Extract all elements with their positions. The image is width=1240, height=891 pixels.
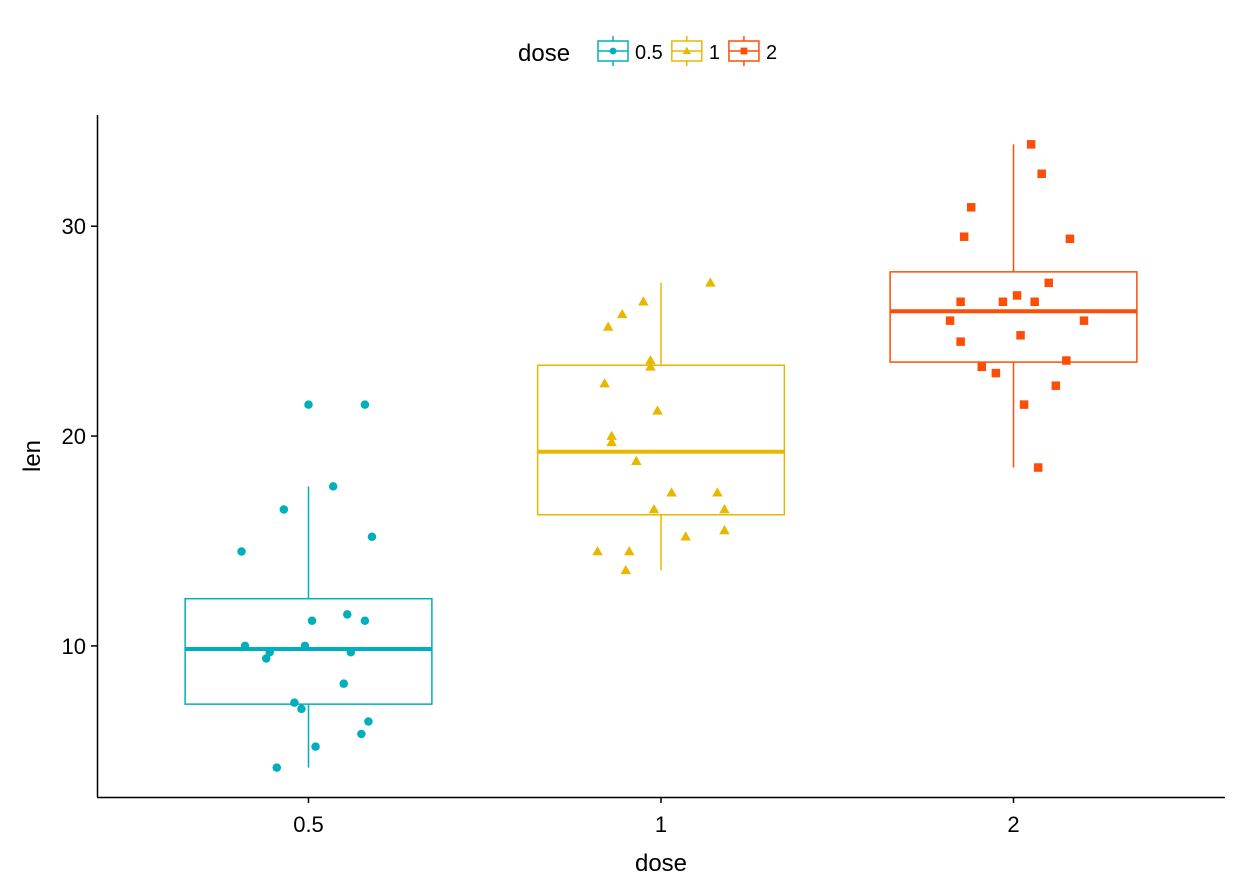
x-axis-ticks: 0.5 1 2 — [293, 797, 1020, 837]
box-group-0_5 — [184, 400, 433, 772]
data-point — [719, 524, 730, 535]
data-point — [367, 532, 377, 542]
data-point — [638, 296, 649, 306]
data-point — [666, 487, 677, 497]
data-point — [1016, 331, 1025, 340]
data-point — [265, 647, 274, 657]
data-point — [1065, 234, 1075, 244]
data-point — [328, 482, 338, 491]
legend: dose 0.5 1 2 — [518, 36, 777, 67]
data-point — [705, 277, 716, 287]
x-tick-label: 2 — [1007, 812, 1019, 837]
data-point — [1051, 381, 1061, 390]
data-point — [648, 504, 660, 514]
y-tick-label: 10 — [62, 634, 86, 659]
data-point — [599, 378, 610, 388]
legend-entry-2: 2 — [728, 36, 777, 66]
data-point — [261, 654, 271, 663]
x-tick-label: 1 — [655, 812, 667, 837]
y-tick-label: 30 — [62, 214, 86, 239]
data-point — [1062, 356, 1071, 365]
legend-key-marker — [682, 46, 692, 54]
data-point — [240, 641, 250, 651]
legend-key-marker — [740, 47, 748, 55]
box — [184, 597, 433, 705]
data-point — [237, 547, 246, 556]
y-tick-label: 20 — [62, 424, 86, 449]
data-point — [346, 647, 356, 657]
data-point — [602, 321, 614, 331]
data-point — [1033, 463, 1043, 472]
data-point — [956, 297, 965, 307]
data-point — [956, 337, 965, 346]
data-point — [272, 763, 282, 772]
legend-label: 2 — [766, 42, 777, 64]
data-point — [645, 361, 656, 371]
data-point — [977, 362, 987, 372]
data-point — [998, 297, 1008, 307]
legend-title: dose — [518, 40, 570, 67]
data-point — [300, 641, 310, 651]
data-point — [991, 368, 1001, 378]
data-point — [304, 400, 313, 409]
data-point — [719, 504, 730, 514]
data-point — [311, 742, 320, 751]
legend-entry-0_5: 0.5 — [597, 36, 663, 66]
data-point — [712, 487, 723, 497]
data-point — [1030, 297, 1039, 307]
box — [536, 364, 786, 516]
x-axis-label: dose — [635, 850, 687, 877]
data-point — [606, 436, 617, 447]
data-point — [297, 704, 306, 714]
data-point — [1079, 316, 1089, 325]
y-axis-ticks: 10 20 30 — [62, 214, 97, 659]
data-point — [307, 616, 317, 625]
plot-area — [184, 140, 1138, 772]
legend-key-marker — [609, 47, 617, 55]
data-point — [592, 545, 603, 556]
box-group-1 — [536, 277, 786, 575]
data-point — [959, 232, 969, 241]
data-point — [343, 610, 352, 619]
data-point — [360, 400, 370, 409]
data-point — [290, 698, 299, 707]
legend-label: 0.5 — [635, 42, 663, 64]
box — [889, 271, 1138, 363]
data-point — [680, 531, 691, 541]
data-point — [624, 545, 635, 556]
data-point — [606, 430, 617, 440]
legend-label: 1 — [709, 42, 720, 64]
box-group-2 — [889, 140, 1138, 472]
data-point — [279, 505, 289, 514]
data-point — [616, 308, 628, 319]
legend-entry-1: 1 — [671, 36, 720, 66]
data-point — [1044, 278, 1053, 288]
data-point — [1019, 400, 1029, 409]
data-point — [945, 316, 955, 325]
data-point — [360, 616, 370, 625]
data-point — [1037, 169, 1046, 179]
data-point — [364, 717, 373, 726]
data-point — [620, 564, 631, 575]
y-axis-label: len — [19, 440, 46, 472]
data-point — [652, 405, 663, 415]
data-point — [1012, 291, 1022, 300]
x-tick-label: 0.5 — [293, 812, 324, 837]
data-point — [357, 729, 366, 739]
data-point — [645, 355, 656, 365]
data-point — [1026, 140, 1036, 149]
data-point — [631, 455, 642, 465]
data-point — [339, 679, 348, 688]
data-point — [966, 203, 976, 212]
